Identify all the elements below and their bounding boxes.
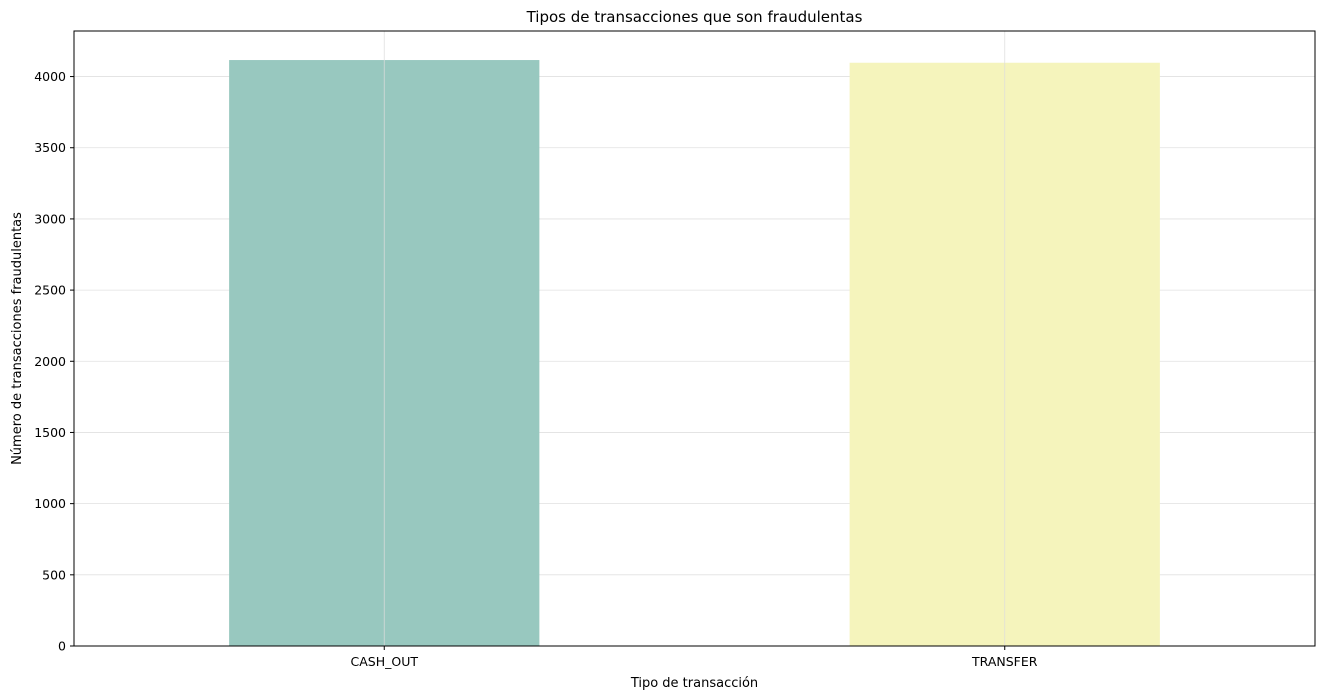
chart-title: Tipos de transacciones que son fraudulen… — [526, 8, 863, 26]
x-grid-layer — [383, 31, 1006, 646]
y-tick-label: 500 — [42, 567, 66, 582]
plot-area-frame — [73, 30, 1316, 647]
y-tick-label: 2000 — [34, 354, 66, 369]
x-axis-ticks: CASH_OUT TRANSFER — [351, 646, 1038, 669]
y-axis-ticks: 0 500 1000 1500 2000 2500 3000 3500 4000 — [34, 69, 74, 654]
x-tick-label: CASH_OUT — [351, 654, 419, 669]
y-tick-label: 1500 — [34, 425, 66, 440]
y-tick-label: 0 — [58, 639, 66, 654]
y-tick-label: 1000 — [34, 496, 66, 511]
y-tick-label: 4000 — [34, 69, 66, 84]
y-tick-label: 2500 — [34, 283, 66, 298]
y-axis-label: Número de transacciones fraudulentas — [10, 212, 25, 465]
x-tick-label: TRANSFER — [971, 654, 1038, 669]
x-axis-label: Tipo de transacción — [630, 676, 758, 691]
y-tick-label: 3000 — [34, 211, 66, 226]
y-tick-label: 3500 — [34, 140, 66, 155]
